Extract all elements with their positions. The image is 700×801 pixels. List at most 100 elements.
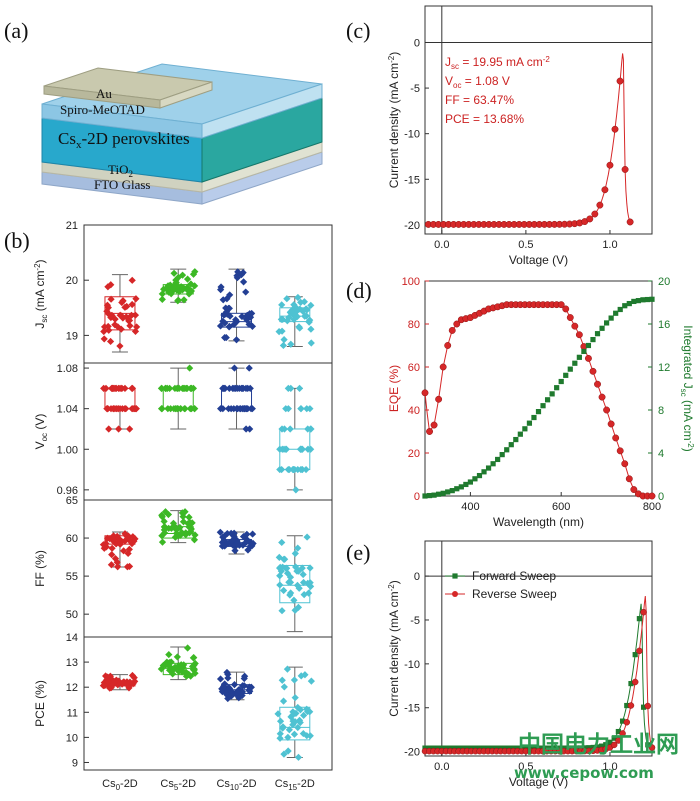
- data-point: [224, 674, 232, 682]
- forward-sweep-point: [603, 742, 609, 748]
- forward-sweep-point: [645, 742, 651, 748]
- integrated-jsc-point: [426, 492, 433, 499]
- eqe-point: [616, 447, 624, 455]
- integrated-jsc-point: [640, 297, 646, 303]
- data-point: [109, 536, 117, 544]
- data-point: [230, 384, 238, 392]
- data-point: [283, 569, 292, 577]
- data-point: [237, 405, 245, 413]
- data-point: [293, 581, 302, 589]
- integrated-jsc-point: [544, 397, 551, 403]
- data-point: [223, 295, 231, 303]
- data-point: [123, 680, 131, 688]
- integrated-jsc-point: [613, 310, 619, 316]
- forward-sweep-point: [590, 744, 596, 751]
- perovskite-label: Csx-2D perovskites: [58, 129, 190, 151]
- data-point: [291, 549, 299, 558]
- y-axis-label: PCE (%): [33, 680, 47, 727]
- annotation-3: FF = 63.47%: [445, 93, 514, 107]
- tio2-label: TiO2: [108, 162, 133, 179]
- integrated-jsc-point: [463, 481, 469, 488]
- integrated-jsc-point: [531, 414, 537, 421]
- y-tick-label: 55: [66, 571, 78, 583]
- eqe-point: [448, 327, 456, 334]
- data-point: [109, 681, 117, 689]
- data-point: [174, 405, 182, 413]
- category-label: Cs5-2D: [160, 778, 196, 792]
- eqe-point: [453, 320, 461, 328]
- integrated-jsc-point: [567, 366, 573, 372]
- jv-point: [621, 166, 629, 173]
- jv-point: [586, 215, 594, 223]
- integrated-jsc-point: [508, 442, 514, 448]
- data-point: [175, 384, 183, 392]
- data-point: [278, 676, 286, 684]
- data-point: [280, 586, 288, 595]
- data-point: [278, 425, 286, 433]
- box-1: [158, 508, 199, 546]
- data-point: [283, 317, 291, 325]
- data-point: [306, 708, 314, 716]
- integrated-jsc-point: [626, 300, 632, 307]
- data-point: [294, 567, 303, 575]
- data-point: [231, 546, 239, 555]
- plot-frame: [424, 540, 653, 757]
- data-point: [294, 753, 303, 761]
- data-point: [111, 315, 119, 323]
- data-point: [100, 327, 108, 336]
- data-point: [292, 563, 300, 571]
- x-tick-label: 400: [461, 501, 479, 513]
- data-point: [287, 340, 295, 348]
- data-point: [276, 465, 284, 474]
- data-point: [102, 539, 110, 548]
- eqe-point: [430, 421, 438, 429]
- data-point: [158, 295, 166, 304]
- integrated-jsc-point: [604, 320, 610, 326]
- data-point: [232, 336, 241, 344]
- data-point: [174, 296, 182, 304]
- integrated-jsc-point: [594, 331, 601, 337]
- integrated-jsc-point: [549, 391, 555, 397]
- eqe-point: [621, 460, 629, 468]
- data-point: [159, 661, 167, 670]
- data-point: [230, 533, 238, 541]
- y-tick-label: -20: [404, 220, 420, 232]
- data-point: [288, 307, 296, 316]
- forward-sweep-point: [628, 680, 634, 687]
- y-axis-label: Jsc (mA cm-2): [33, 259, 49, 328]
- legend-label-0: Forward Sweep: [472, 569, 556, 583]
- data-point: [307, 339, 315, 347]
- integrated-jsc-point: [535, 409, 542, 415]
- x-tick-label: 0.0: [434, 239, 449, 251]
- data-point: [284, 405, 292, 413]
- data-point: [276, 730, 284, 738]
- data-point: [111, 384, 119, 392]
- data-point: [114, 563, 122, 571]
- jv-point: [596, 201, 604, 209]
- y-tick-label: 12: [66, 682, 78, 694]
- integrated-jsc-point: [472, 476, 478, 482]
- y-tick-label: 1.00: [57, 444, 78, 456]
- box-2: [216, 528, 257, 555]
- reverse-sweep-point: [644, 702, 652, 710]
- data-point: [125, 545, 133, 554]
- data-point: [294, 703, 302, 712]
- data-point: [297, 405, 305, 413]
- data-point: [161, 384, 169, 392]
- data-point: [107, 281, 115, 289]
- data-point: [290, 310, 299, 318]
- integrated-jsc-point: [631, 298, 637, 305]
- box-0: [99, 671, 139, 692]
- spiro-layer-side: [201, 83, 323, 139]
- data-point: [184, 644, 192, 652]
- integrated-jsc-point: [481, 469, 487, 475]
- data-point: [291, 694, 299, 702]
- data-point: [125, 684, 133, 692]
- integrated-jsc-point: [599, 325, 605, 331]
- data-point: [306, 564, 314, 572]
- eqe-point: [630, 486, 638, 493]
- sweep-line-1: [425, 595, 653, 752]
- data-point: [104, 283, 112, 291]
- jv-point: [591, 210, 599, 218]
- reverse-sweep-point: [636, 647, 643, 655]
